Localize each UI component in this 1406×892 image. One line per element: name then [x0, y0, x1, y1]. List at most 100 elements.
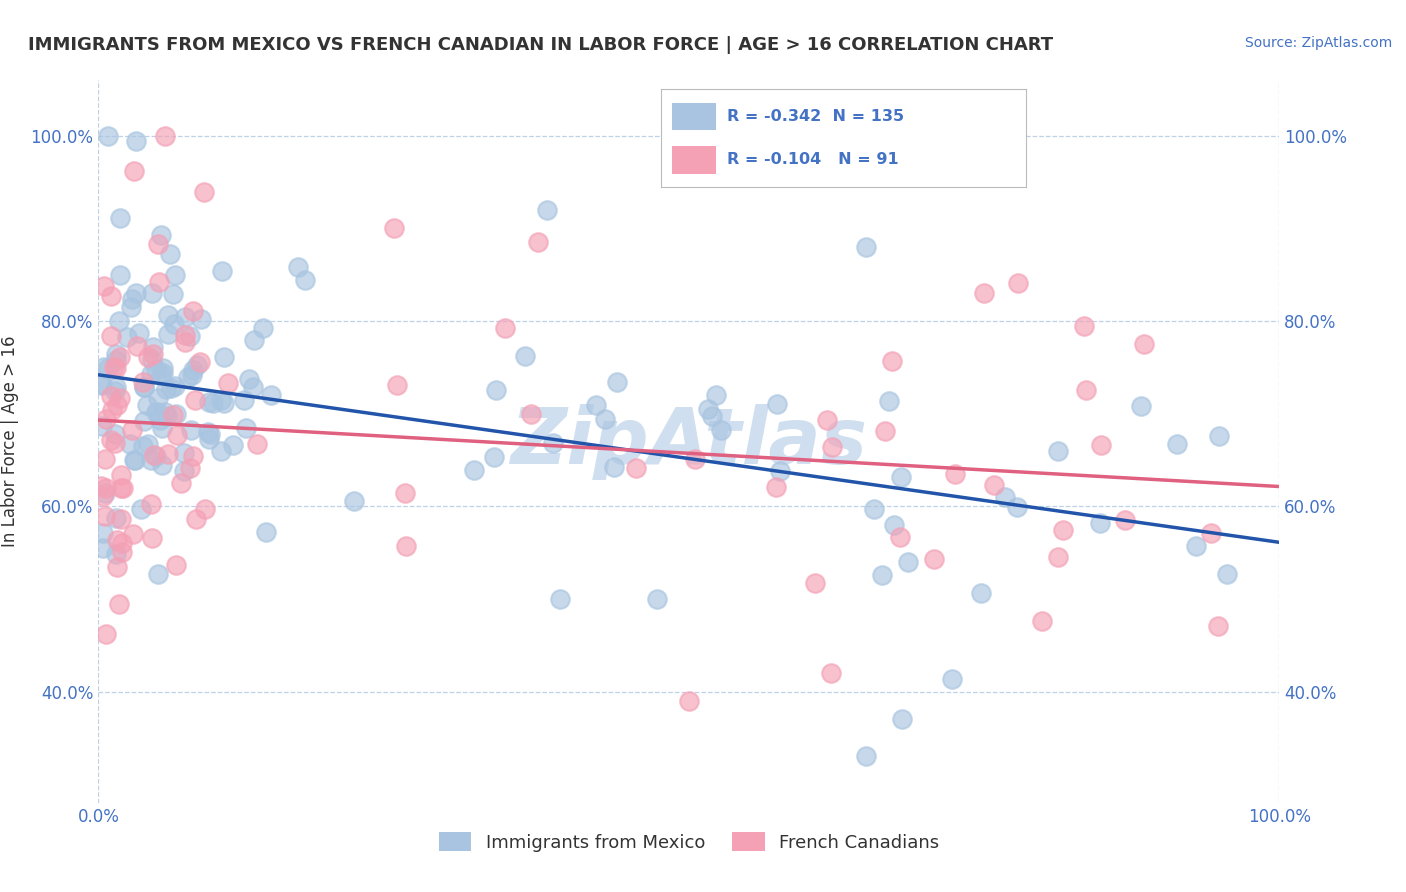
Point	[132, 376, 155, 390]
Point	[243, 333, 266, 347]
Point	[232, 392, 254, 407]
Point	[150, 458, 173, 473]
Point	[201, 395, 224, 409]
Point	[198, 394, 221, 409]
Point	[124, 134, 146, 148]
Point	[941, 672, 963, 686]
Point	[1007, 277, 1029, 291]
Point	[815, 413, 838, 427]
Point	[877, 393, 900, 408]
Point	[710, 424, 733, 438]
Point	[124, 453, 146, 467]
Point	[145, 404, 167, 418]
Point	[181, 363, 204, 377]
Point	[804, 575, 827, 590]
Text: R = -0.342  N = 135: R = -0.342 N = 135	[727, 109, 904, 124]
Point	[94, 452, 117, 467]
Point	[536, 202, 558, 217]
Point	[252, 321, 274, 335]
Point	[463, 463, 485, 477]
Point	[855, 749, 877, 764]
Point	[108, 598, 131, 612]
Point	[181, 450, 204, 464]
Point	[112, 481, 135, 495]
Point	[97, 129, 120, 144]
Point	[683, 452, 706, 467]
Point	[139, 497, 162, 511]
Point	[177, 370, 200, 384]
Point	[602, 459, 624, 474]
Point	[162, 408, 184, 422]
Text: ZipAtlas: ZipAtlas	[510, 403, 868, 480]
Point	[1046, 443, 1069, 458]
Point	[157, 309, 180, 323]
Point	[110, 512, 132, 526]
Point	[700, 409, 723, 423]
Point	[170, 476, 193, 491]
Point	[1199, 526, 1222, 541]
Point	[1090, 516, 1112, 530]
Point	[145, 450, 167, 464]
Point	[94, 485, 117, 500]
Point	[160, 381, 183, 395]
Text: R = -0.104   N = 91: R = -0.104 N = 91	[727, 153, 898, 168]
Point	[162, 286, 184, 301]
Point	[124, 163, 146, 178]
Point	[141, 453, 163, 467]
Point	[100, 289, 122, 303]
Point	[150, 228, 173, 243]
Point	[1005, 500, 1028, 514]
Point	[1130, 399, 1153, 413]
Point	[214, 350, 236, 364]
Point	[91, 377, 114, 392]
Point	[134, 380, 156, 394]
Point	[100, 388, 122, 402]
Text: Source: ZipAtlas.com: Source: ZipAtlas.com	[1244, 36, 1392, 50]
Point	[222, 438, 245, 452]
Point	[132, 379, 155, 393]
Point	[889, 530, 911, 544]
Point	[697, 401, 720, 416]
Point	[94, 411, 117, 425]
Point	[395, 539, 418, 553]
Point	[141, 367, 163, 381]
Point	[135, 398, 157, 412]
Point	[1132, 336, 1154, 351]
Point	[105, 560, 128, 574]
Point	[890, 470, 912, 484]
Point	[922, 551, 945, 566]
Point	[896, 555, 918, 569]
Point	[1074, 383, 1097, 397]
Point	[157, 447, 180, 461]
Point	[209, 444, 232, 458]
Point	[108, 268, 131, 282]
Point	[96, 481, 118, 495]
Point	[1206, 619, 1229, 633]
Point	[104, 511, 127, 525]
Point	[890, 713, 912, 727]
Point	[197, 425, 219, 439]
Point	[595, 412, 617, 426]
Point	[527, 235, 550, 249]
Point	[146, 566, 169, 581]
Point	[159, 246, 181, 260]
Point	[173, 310, 195, 324]
Point	[394, 486, 416, 500]
Point	[103, 359, 125, 374]
Point	[179, 329, 201, 343]
Point	[155, 382, 177, 396]
Point	[153, 128, 176, 143]
Point	[1047, 550, 1070, 565]
Point	[184, 392, 207, 407]
Point	[108, 313, 131, 327]
Point	[101, 402, 124, 417]
Point	[157, 327, 180, 342]
Point	[104, 426, 127, 441]
Point	[152, 366, 174, 380]
Point	[520, 407, 543, 421]
Point	[104, 435, 127, 450]
Point	[93, 279, 115, 293]
Point	[90, 377, 112, 392]
Point	[186, 358, 208, 372]
Point	[149, 413, 172, 427]
